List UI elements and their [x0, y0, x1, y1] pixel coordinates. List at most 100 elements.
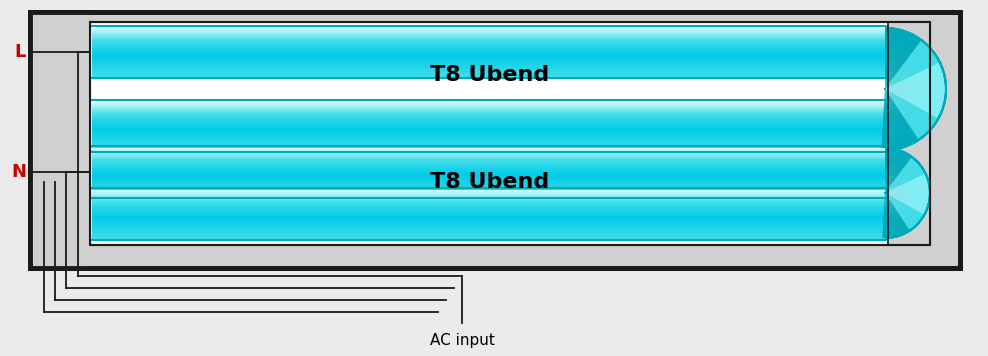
Wedge shape	[885, 193, 894, 237]
Wedge shape	[885, 148, 888, 193]
Bar	[92, 171, 885, 174]
Wedge shape	[885, 89, 927, 136]
Bar	[92, 187, 885, 190]
Bar	[92, 37, 885, 39]
Bar	[92, 38, 885, 40]
Bar	[92, 69, 885, 71]
Wedge shape	[885, 162, 919, 193]
Bar	[92, 153, 885, 155]
Wedge shape	[885, 31, 908, 89]
Bar	[92, 122, 885, 124]
Bar	[92, 140, 885, 142]
Bar	[92, 53, 885, 55]
Bar	[92, 195, 885, 197]
Bar	[92, 55, 885, 57]
Bar	[92, 223, 885, 225]
Bar	[92, 164, 885, 166]
Bar	[92, 31, 885, 33]
Text: T8 Ubend: T8 Ubend	[431, 172, 549, 192]
Wedge shape	[885, 68, 944, 89]
Bar	[92, 190, 885, 192]
Bar	[90, 22, 930, 245]
Bar	[92, 35, 885, 38]
Wedge shape	[885, 150, 899, 193]
Bar	[92, 221, 885, 223]
Bar	[92, 213, 885, 216]
Bar	[92, 113, 885, 115]
Wedge shape	[885, 74, 946, 89]
Bar	[92, 170, 885, 172]
Wedge shape	[882, 193, 885, 238]
Bar	[92, 160, 885, 162]
Bar	[92, 193, 885, 195]
Wedge shape	[885, 193, 890, 238]
Wedge shape	[885, 165, 922, 193]
Bar	[92, 130, 885, 132]
Wedge shape	[885, 49, 934, 89]
Wedge shape	[885, 189, 930, 193]
Bar	[92, 199, 885, 201]
Bar	[92, 180, 885, 182]
Bar	[92, 62, 885, 65]
Bar	[92, 237, 885, 239]
Bar	[92, 144, 885, 146]
Bar	[92, 72, 885, 74]
Wedge shape	[885, 193, 897, 237]
Bar	[92, 190, 885, 192]
Wedge shape	[885, 192, 930, 194]
Wedge shape	[885, 78, 946, 89]
Bar	[92, 28, 885, 30]
Wedge shape	[885, 193, 926, 215]
Bar	[92, 107, 885, 109]
Bar	[92, 106, 885, 108]
Bar	[90, 22, 930, 245]
Bar	[92, 209, 885, 211]
Bar	[92, 185, 885, 187]
Wedge shape	[885, 180, 929, 193]
Bar	[92, 179, 885, 181]
Bar	[92, 44, 885, 46]
Bar	[92, 228, 885, 230]
Bar	[92, 61, 885, 63]
Bar	[92, 47, 885, 49]
Wedge shape	[885, 36, 919, 89]
Wedge shape	[885, 193, 904, 235]
Bar	[92, 146, 885, 148]
Wedge shape	[885, 193, 906, 234]
Bar	[92, 50, 885, 52]
Wedge shape	[885, 153, 908, 193]
Bar	[92, 217, 885, 219]
Wedge shape	[885, 193, 929, 206]
Wedge shape	[885, 163, 921, 193]
Bar	[92, 167, 885, 169]
Bar	[92, 43, 885, 45]
Wedge shape	[885, 149, 897, 193]
Bar	[92, 192, 885, 194]
Wedge shape	[885, 173, 927, 193]
Wedge shape	[885, 89, 946, 98]
Wedge shape	[885, 193, 930, 202]
Wedge shape	[885, 193, 927, 213]
Wedge shape	[885, 89, 944, 110]
Bar	[92, 71, 885, 73]
Bar	[92, 135, 885, 137]
Bar	[92, 118, 885, 120]
Wedge shape	[885, 148, 890, 193]
Bar	[92, 206, 885, 208]
Bar	[92, 109, 885, 111]
Wedge shape	[885, 33, 914, 89]
Bar	[92, 64, 885, 66]
Wedge shape	[885, 57, 939, 89]
Wedge shape	[885, 148, 895, 193]
Bar	[92, 216, 885, 218]
Wedge shape	[885, 89, 939, 122]
Bar	[92, 138, 885, 140]
Wedge shape	[885, 89, 940, 119]
Wedge shape	[885, 89, 891, 150]
Text: L: L	[15, 43, 26, 61]
Wedge shape	[881, 89, 885, 150]
Wedge shape	[885, 89, 898, 149]
Wedge shape	[885, 89, 933, 130]
Bar	[92, 108, 885, 110]
Bar	[92, 145, 885, 147]
